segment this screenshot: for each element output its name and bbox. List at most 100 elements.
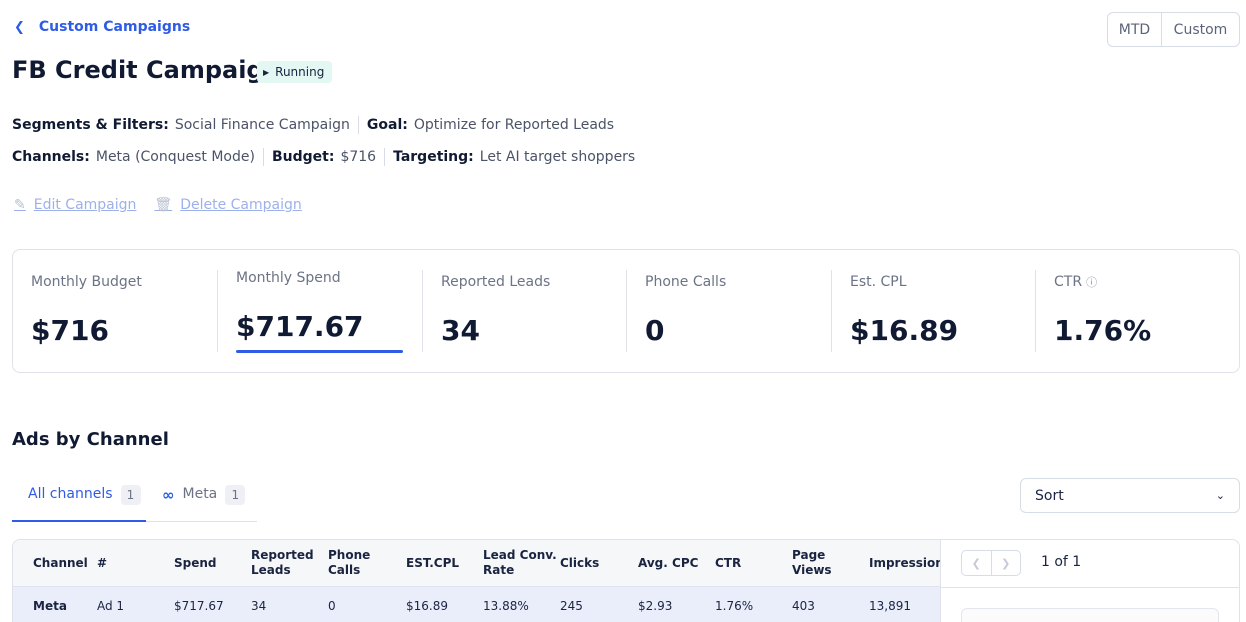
campaign-actions: ✎ Edit Campaign 🗑 Delete Campaign: [14, 197, 320, 213]
table-cell: Ad 1: [97, 599, 125, 613]
column-header[interactable]: Phone Calls: [328, 548, 371, 577]
column-header[interactable]: Impressions: [869, 555, 941, 570]
targeting-label: Targeting:: [393, 149, 474, 165]
kpi-label: Phone Calls: [645, 274, 727, 290]
kpi-ctr[interactable]: CTR ⓘ 1.76%: [1035, 270, 1240, 352]
status-label: Running: [275, 65, 325, 79]
chevron-right-icon: ❯: [1001, 556, 1011, 570]
table-cell: 34: [251, 599, 267, 613]
kpi-value: 1.76%: [1054, 314, 1152, 347]
column-header[interactable]: Page Views: [792, 548, 832, 577]
range-mtd-button[interactable]: MTD: [1108, 13, 1162, 46]
prev-page-button[interactable]: ❮: [962, 551, 992, 575]
page-indicator: 1 of 1: [1041, 554, 1082, 570]
column-header[interactable]: Channel: [33, 555, 88, 570]
ads-table: Channel # Spend Reported Leads Phone Cal…: [12, 539, 941, 622]
divider: [941, 587, 1239, 588]
table-cell: 0: [328, 599, 336, 613]
tab-label: Meta: [182, 486, 218, 502]
sort-dropdown[interactable]: Sort ⌄: [1020, 478, 1240, 513]
meta-logo-icon: ∞: [162, 486, 175, 504]
column-header[interactable]: Clicks: [560, 555, 600, 570]
table-cell: 13.88%: [483, 599, 529, 613]
kpi-value: 0: [645, 314, 665, 347]
budget-label: Budget:: [271, 149, 335, 165]
selected-indicator: [236, 350, 403, 353]
kpi-est-cpl[interactable]: Est. CPL $16.89: [831, 270, 1036, 352]
next-page-button[interactable]: ❯: [992, 551, 1021, 575]
chevron-left-icon: ❮: [14, 19, 25, 35]
kpi-label: CTR: [1054, 274, 1083, 290]
trash-icon: 🗑: [154, 197, 173, 213]
page-title: FB Credit Campaign: [12, 56, 281, 84]
kpi-value: $717.67: [236, 310, 364, 343]
column-header[interactable]: Lead Conv. Rate: [483, 548, 557, 577]
status-badge: ▶ Running: [257, 61, 333, 83]
tab-meta[interactable]: ∞ Meta 1: [162, 478, 246, 522]
kpi-label-wrap: CTR ⓘ: [1054, 274, 1097, 290]
tab-all-channels[interactable]: All channels 1: [12, 478, 146, 522]
kpi-monthly-spend[interactable]: Monthly Spend $717.67: [217, 270, 422, 353]
ad-preview-panel: ❮ ❯ 1 of 1: [940, 539, 1240, 622]
chevron-left-icon: ❮: [971, 556, 981, 570]
tab-count-badge: 1: [225, 485, 246, 505]
kpi-label: Est. CPL: [850, 274, 907, 290]
table-cell: $16.89: [406, 599, 448, 613]
channels-label: Channels:: [12, 149, 90, 165]
kpi-label: Reported Leads: [441, 274, 551, 290]
range-custom-button[interactable]: Custom: [1173, 21, 1228, 38]
back-link[interactable]: ❮ Custom Campaigns: [14, 19, 190, 35]
targeting-value: Let AI target shoppers: [479, 149, 636, 165]
column-header[interactable]: #: [97, 555, 108, 570]
kpi-label: Monthly Budget: [31, 274, 142, 290]
divider: [384, 148, 386, 166]
table-cell: 13,891: [869, 599, 911, 613]
campaign-details-row-1: Segments & Filters: Social Finance Campa…: [12, 116, 614, 134]
table-cell: $717.67: [174, 599, 224, 613]
back-link-label: Custom Campaigns: [38, 19, 191, 35]
column-header[interactable]: Reported Leads: [251, 548, 314, 577]
channel-tabs: All channels 1 ∞ Meta 1: [12, 478, 257, 522]
info-icon[interactable]: ⓘ: [1086, 276, 1098, 289]
kpi-reported-leads[interactable]: Reported Leads 34: [422, 270, 627, 352]
table-cell: 245: [560, 599, 583, 613]
table-cell: 403: [792, 599, 815, 613]
column-header[interactable]: EST.CPL: [406, 555, 460, 570]
channels-value: Meta (Conquest Mode): [95, 149, 255, 165]
column-header[interactable]: Avg. CPC: [638, 555, 699, 570]
ad-preview-card[interactable]: [961, 608, 1219, 622]
kpi-value: 34: [441, 314, 480, 347]
divider: [262, 148, 264, 166]
campaign-details-row-2: Channels: Meta (Conquest Mode) Budget: $…: [12, 148, 635, 166]
column-header[interactable]: Spend: [174, 555, 217, 570]
goal-label: Goal:: [366, 117, 408, 133]
delete-campaign-label: Delete Campaign: [180, 197, 302, 213]
tab-count-badge: 1: [120, 485, 141, 505]
table-cell: Meta: [33, 599, 67, 613]
date-range-toggle: MTD Custom: [1107, 12, 1240, 47]
table-row[interactable]: Meta Ad 1 $717.67 34 0 $16.89 13.88% 245…: [13, 587, 941, 622]
delete-campaign-button[interactable]: 🗑 Delete Campaign: [154, 197, 301, 213]
kpi-phone-calls[interactable]: Phone Calls 0: [626, 270, 831, 352]
section-title: Ads by Channel: [12, 429, 169, 450]
pagination-controls: ❮ ❯: [961, 550, 1021, 576]
tab-label: All channels: [28, 486, 113, 502]
kpi-monthly-budget[interactable]: Monthly Budget $716: [13, 270, 218, 352]
kpi-value: $716: [31, 314, 109, 347]
segments-label: Segments & Filters:: [12, 117, 169, 133]
goal-value: Optimize for Reported Leads: [413, 117, 615, 133]
column-header[interactable]: CTR: [715, 555, 742, 570]
kpi-value: $16.89: [850, 314, 959, 347]
divider: [357, 116, 359, 134]
edit-campaign-label: Edit Campaign: [33, 197, 137, 213]
segments-value: Social Finance Campaign: [174, 117, 350, 133]
edit-icon: ✎: [14, 197, 26, 213]
edit-campaign-button[interactable]: ✎ Edit Campaign: [14, 197, 136, 213]
budget-value: $716: [340, 149, 377, 165]
chevron-down-icon: ⌄: [1215, 489, 1225, 502]
sort-label: Sort: [1035, 487, 1064, 504]
table-header: Channel # Spend Reported Leads Phone Cal…: [13, 540, 941, 587]
table-cell: $2.93: [638, 599, 673, 613]
play-icon: ▶: [263, 67, 270, 77]
kpi-label: Monthly Spend: [236, 270, 341, 286]
